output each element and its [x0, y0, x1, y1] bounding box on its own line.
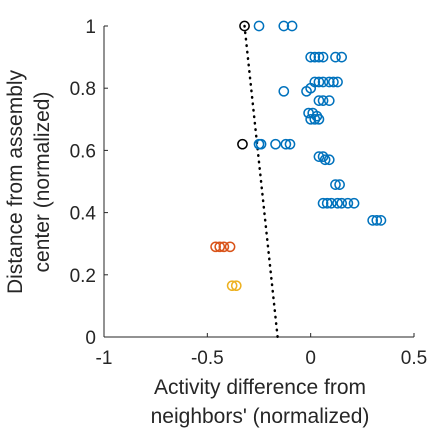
x-axis-label-line-1: Activity difference from: [154, 376, 366, 399]
data-point: [214, 241, 226, 253]
data-point: [313, 113, 325, 125]
data-point: [305, 51, 317, 63]
y-tick-label: 0.4: [70, 204, 97, 225]
data-point: [348, 197, 360, 209]
data-point: [367, 215, 379, 226]
x-tick-label: -0.5: [191, 348, 224, 369]
y-tick-label: 0: [85, 328, 96, 349]
data-points: [210, 20, 387, 339]
data-point: [342, 197, 354, 209]
y-tick-label: 1: [85, 17, 96, 38]
data-point: [224, 241, 236, 253]
data-point: [336, 51, 348, 63]
tick-labels: -1 -0.5 0 0.5 0 0.2 0.4 0.6 0.8 1: [70, 17, 428, 369]
data-point: [286, 20, 298, 32]
y-tick-label: 0.2: [70, 266, 96, 287]
data-point: [210, 241, 221, 253]
data-point: [278, 85, 290, 97]
data-point: [317, 151, 329, 162]
axes: [103, 25, 415, 338]
x-axis-label-line-2: neighbors' (normalized): [151, 405, 370, 428]
data-point: [317, 51, 329, 63]
data-point: [323, 76, 335, 88]
data-point: [237, 138, 248, 150]
data-point: [309, 51, 321, 63]
data-point: [239, 20, 250, 32]
data-point: [325, 197, 337, 209]
data-point: [317, 197, 329, 209]
data-point: [321, 197, 333, 209]
data-point: [332, 76, 343, 88]
data-point: [278, 20, 290, 32]
data-point: [375, 215, 387, 226]
data-point: [218, 241, 230, 253]
x-tick-label: 0.5: [401, 348, 427, 369]
y-tick-label: 0.8: [70, 79, 96, 100]
data-point: [317, 95, 329, 106]
y-tick-label: 0.6: [70, 141, 96, 162]
data-point: [280, 138, 292, 150]
data-point: [305, 82, 317, 94]
data-point: [319, 154, 331, 166]
data-point: [317, 76, 329, 88]
data-point: [323, 95, 335, 106]
fit-line: [243, 24, 279, 339]
data-point: [323, 154, 335, 166]
data-point: [309, 113, 321, 125]
data-point: [284, 138, 296, 150]
data-point: [332, 197, 343, 209]
data-point: [336, 197, 348, 209]
x-tick-label: -1: [96, 348, 113, 369]
data-point: [313, 76, 325, 88]
data-point: [311, 110, 323, 122]
data-point: [230, 280, 242, 292]
data-point: [313, 51, 325, 63]
x-tick-label: 0: [305, 348, 316, 369]
data-point: [334, 179, 345, 190]
y-axis-label-line-1: Distance from assembly: [4, 69, 27, 294]
data-point: [255, 138, 267, 150]
data-point: [253, 20, 265, 32]
data-point: [313, 151, 325, 162]
data-point: [328, 76, 339, 88]
data-point: [330, 51, 341, 63]
y-axis-label-line-2: center (normalized): [31, 92, 54, 273]
data-point: [226, 280, 238, 292]
data-point: [371, 215, 383, 226]
data-point: [305, 113, 317, 125]
data-point: [330, 179, 341, 190]
data-point: [313, 95, 325, 106]
data-point: [270, 138, 281, 150]
